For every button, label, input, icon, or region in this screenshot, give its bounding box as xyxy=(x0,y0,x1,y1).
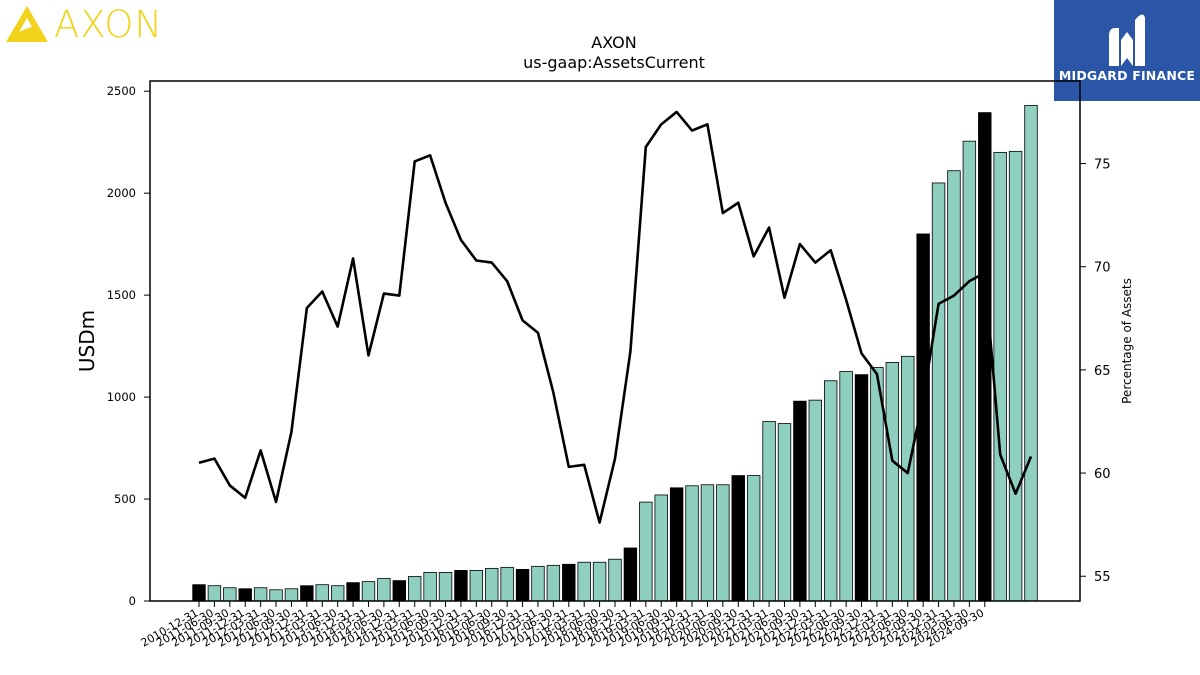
bar xyxy=(315,584,329,602)
bar xyxy=(346,582,360,602)
bar xyxy=(1024,105,1038,602)
bar xyxy=(454,570,468,602)
bar xyxy=(592,561,607,602)
chart-title: AXON xyxy=(591,33,636,52)
bar xyxy=(361,581,376,602)
bar xyxy=(469,570,484,602)
y2-tick-label: 55 xyxy=(1094,570,1111,585)
bar xyxy=(824,380,838,602)
bar xyxy=(839,371,853,602)
bar xyxy=(669,487,684,602)
bar xyxy=(685,485,699,602)
y-tick-label: 1000 xyxy=(107,390,136,404)
y-tick-label: 2000 xyxy=(107,186,136,200)
bar xyxy=(731,475,745,602)
bar xyxy=(253,587,268,602)
bar xyxy=(515,568,530,602)
bar xyxy=(423,572,437,602)
bar xyxy=(931,182,946,602)
y-tick-label: 0 xyxy=(129,594,136,608)
bar xyxy=(746,475,761,602)
bar xyxy=(531,565,545,602)
axon-logo-wordmark: AXON xyxy=(54,2,164,46)
bar xyxy=(885,362,900,602)
bar xyxy=(238,588,252,602)
bar xyxy=(546,564,561,602)
midgard-logo-icon xyxy=(1109,14,1145,67)
bar xyxy=(700,484,715,602)
bar xyxy=(608,558,622,602)
bar xyxy=(377,578,391,602)
bar xyxy=(854,374,869,602)
bar xyxy=(716,484,730,602)
y2-tick-label: 65 xyxy=(1094,364,1111,379)
bar xyxy=(1008,150,1023,602)
bar xyxy=(993,151,1007,602)
y2-tick-label: 60 xyxy=(1094,467,1111,482)
y2-tick-label: 75 xyxy=(1094,158,1111,173)
bar xyxy=(500,566,514,602)
y-tick-label: 1500 xyxy=(107,288,136,302)
bar xyxy=(207,585,222,602)
line-series xyxy=(198,110,1033,524)
bar xyxy=(762,421,776,602)
bar xyxy=(777,423,792,602)
axon-logo: AXON xyxy=(4,2,164,46)
bar xyxy=(962,140,977,602)
bar xyxy=(978,112,992,602)
bar xyxy=(407,576,422,602)
bar xyxy=(438,572,453,602)
bar xyxy=(300,585,314,602)
bar xyxy=(223,587,237,602)
plot-area: 0500100015002000250055606570752010-12-31… xyxy=(107,80,1111,650)
bar xyxy=(577,561,591,602)
bar xyxy=(947,170,961,602)
bar xyxy=(654,494,668,602)
midgard-finance-label: MIDGARD FINANCE xyxy=(1058,68,1196,83)
y2-tick-label: 70 xyxy=(1094,261,1111,276)
bar xyxy=(284,588,299,602)
bar xyxy=(269,589,283,602)
bar xyxy=(562,563,576,602)
y-tick-label: 500 xyxy=(114,492,136,506)
bar xyxy=(330,585,345,602)
bar xyxy=(192,584,206,602)
y-tick-label: 2500 xyxy=(107,84,136,98)
bar xyxy=(901,355,915,602)
midgard-finance-badge: MIDGARD FINANCE xyxy=(1054,0,1200,101)
bar xyxy=(485,567,499,602)
bar xyxy=(623,547,638,602)
bar xyxy=(639,501,653,602)
bar xyxy=(793,400,807,602)
y2-axis-label: Percentage of Assets xyxy=(1120,278,1134,404)
axon-logo-icon xyxy=(6,6,48,42)
bar xyxy=(392,580,407,602)
y-axis-label: USDm xyxy=(75,310,99,372)
bar xyxy=(808,399,823,602)
chart-subtitle: us-gaap:AssetsCurrent xyxy=(523,53,705,72)
